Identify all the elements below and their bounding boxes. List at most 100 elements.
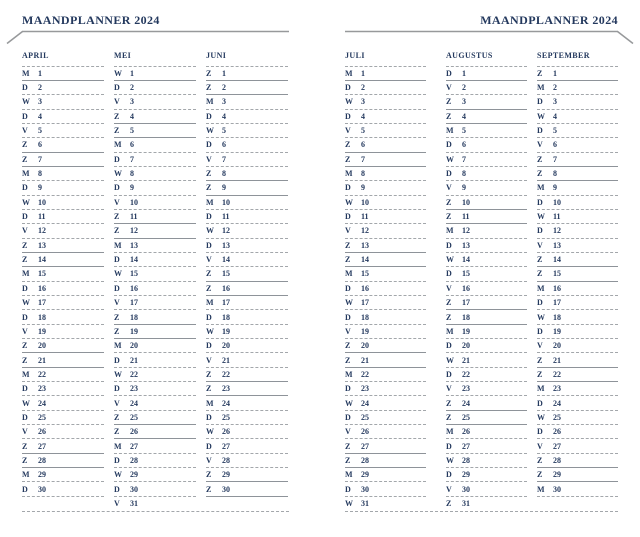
day-number: 21 — [130, 355, 138, 365]
day-number: 23 — [38, 384, 46, 394]
day-letter: Z — [22, 341, 28, 351]
day-row: V 12 — [345, 224, 426, 239]
day-letter: M — [114, 240, 122, 250]
day-letter: Z — [206, 384, 212, 394]
day-letter: Z — [446, 111, 452, 121]
day-number: 10 — [553, 197, 561, 207]
day-letter: Z — [22, 240, 28, 250]
day-number: 9 — [361, 183, 365, 193]
day-letter: D — [22, 312, 28, 322]
day-number: 25 — [553, 412, 561, 422]
day-number: 17 — [38, 298, 46, 308]
day-number: 12 — [553, 226, 561, 236]
day-letter: Z — [206, 283, 212, 293]
day-row: V 12 — [22, 224, 104, 239]
day-letter: W — [22, 197, 30, 207]
day-number: 6 — [130, 140, 134, 150]
day-letter: M — [22, 470, 30, 480]
day-number: 5 — [38, 126, 42, 136]
day-row: Z 18 — [446, 310, 527, 325]
day-number: 8 — [222, 169, 226, 179]
month-label: SEPTEMBER — [537, 49, 618, 67]
day-letter: M — [537, 484, 545, 494]
day-row: D 20 — [446, 339, 527, 354]
day-number: 16 — [553, 283, 561, 293]
day-row: D 30 — [114, 482, 196, 497]
day-letter: M — [446, 427, 454, 437]
month-column-september: SEPTEMBER Z 1 M 2 D 3 W 4 D 5 V 6 Z 7 Z 8 M 9 D 10 W 11 D 12 V 13 Z… — [537, 49, 618, 497]
day-number: 5 — [222, 126, 226, 136]
day-number: 15 — [222, 269, 230, 279]
day-letter: Z — [345, 441, 351, 451]
day-number: 20 — [38, 341, 46, 351]
day-number: 12 — [462, 226, 470, 236]
day-letter: D — [114, 455, 120, 465]
day-number: 25 — [38, 412, 46, 422]
page-title-right: MAANDPLANNER 2024 — [480, 13, 618, 27]
day-letter: Z — [206, 68, 212, 78]
day-number: 23 — [462, 384, 470, 394]
day-row: D 16 — [345, 282, 426, 296]
day-number: 20 — [361, 341, 369, 351]
day-row: Z 27 — [345, 439, 426, 454]
day-number: 12 — [130, 226, 138, 236]
day-row: V 13 — [537, 239, 618, 253]
day-letter: D — [206, 312, 212, 322]
day-number: 27 — [462, 441, 470, 451]
day-letter: W — [537, 412, 545, 422]
day-row: W 21 — [446, 353, 527, 368]
day-letter: D — [537, 226, 543, 236]
day-number: 14 — [130, 255, 138, 265]
day-number: 18 — [222, 312, 230, 322]
day-letter: Z — [22, 255, 28, 265]
day-letter: M — [537, 183, 545, 193]
day-number: 20 — [130, 341, 138, 351]
header-rule — [6, 30, 634, 45]
month-column-juni: JUNI Z 1 Z 2 M 3 D 4 W 5 D 6 V 7 Z 8 Z 9 M 10 D 11 W 12 D 13 V 14 Z 15… — [206, 49, 288, 497]
day-number: 17 — [361, 298, 369, 308]
day-number: 10 — [38, 197, 46, 207]
day-row: W 24 — [345, 396, 426, 411]
day-row: Z 30 — [206, 482, 288, 497]
day-letter: V — [345, 427, 351, 437]
day-row: W 17 — [345, 296, 426, 311]
day-number: 19 — [462, 326, 470, 336]
day-number: 10 — [130, 197, 138, 207]
day-row: Z 12 — [114, 224, 196, 239]
day-number: 24 — [38, 398, 46, 408]
day-letter: Z — [446, 398, 452, 408]
day-letter: D — [22, 83, 28, 93]
day-letter: Z — [537, 369, 543, 379]
day-number: 24 — [361, 398, 369, 408]
day-number: 17 — [222, 298, 230, 308]
day-number: 14 — [462, 255, 470, 265]
day-row: V 26 — [345, 425, 426, 440]
day-letter: Z — [114, 427, 120, 437]
day-row: M 12 — [446, 224, 527, 239]
day-row: Z 25 — [114, 411, 196, 426]
day-row: M 29 — [22, 468, 104, 483]
day-number: 19 — [130, 326, 138, 336]
day-letter: D — [446, 269, 452, 279]
day-letter: D — [22, 412, 28, 422]
day-row: M 15 — [345, 267, 426, 282]
day-letter: M — [537, 384, 545, 394]
day-letter: Z — [345, 341, 351, 351]
day-letter: V — [345, 226, 351, 236]
day-letter: D — [206, 341, 212, 351]
day-letter: V — [206, 455, 212, 465]
day-number: 10 — [222, 197, 230, 207]
day-row: V 28 — [206, 454, 288, 469]
day-letter: D — [345, 212, 351, 222]
day-number: 21 — [553, 355, 561, 365]
day-number: 14 — [553, 255, 561, 265]
day-letter: Z — [537, 455, 543, 465]
day-number: 24 — [130, 398, 138, 408]
day-number: 2 — [361, 83, 365, 93]
